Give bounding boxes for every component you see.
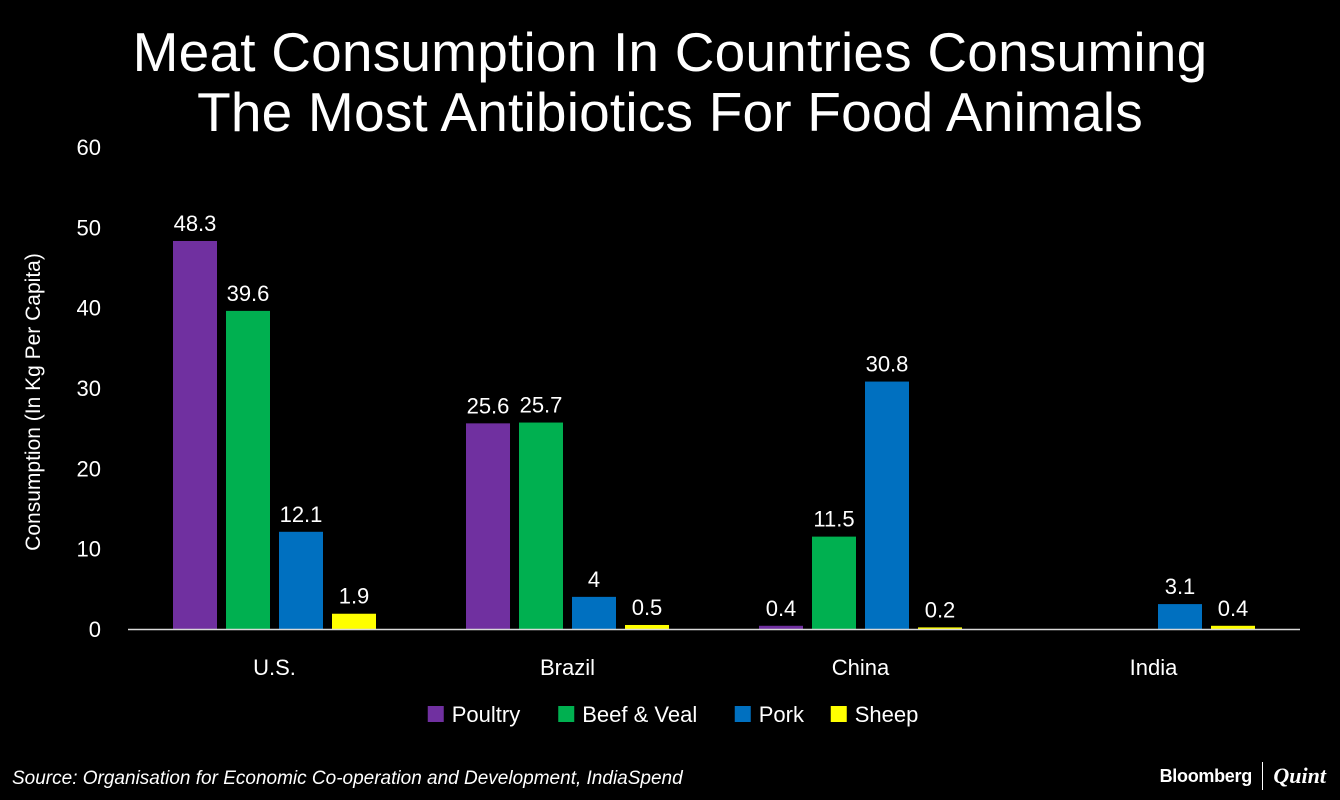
data-label: 1.9	[339, 584, 370, 609]
legend-label: Poultry	[452, 702, 520, 727]
x-tick-label: U.S.	[253, 655, 296, 680]
legend-swatch-sheep	[830, 706, 847, 722]
bar-pork-china	[865, 381, 909, 629]
source-note: Source: Organisation for Economic Co-ope…	[12, 768, 683, 789]
data-label: 0.2	[925, 597, 956, 622]
legend-swatch-beef-veal	[558, 706, 575, 722]
y-tick-label: 40	[77, 296, 101, 321]
bar-pork-india	[1158, 604, 1202, 629]
y-tick-label: 60	[77, 135, 101, 160]
y-tick-label: 20	[77, 456, 101, 481]
bar-beef-veal-china	[812, 536, 856, 629]
chart-title-line-2: The Most Antibiotics For Food Animals	[197, 81, 1143, 143]
bar-sheep-brazil	[625, 624, 669, 629]
data-label: 12.1	[280, 502, 323, 527]
data-label: 0.4	[1218, 596, 1249, 621]
data-label: 11.5	[813, 507, 854, 532]
data-label: 4	[588, 567, 600, 592]
bar-pork-us	[279, 531, 323, 629]
data-label: 48.3	[174, 211, 217, 236]
x-tick-label: India	[1130, 655, 1178, 680]
bar-sheep-china	[918, 627, 962, 629]
bar-chart: 0 10 20 30 40 50 60 Consumption (In Kg Per Capi…	[22, 135, 1300, 727]
quint-logo-text: Quint	[1273, 763, 1326, 788]
bar-beef-veal-brazil	[519, 422, 563, 629]
y-tick-label: 0	[89, 617, 101, 642]
bar-sheep-us	[332, 613, 376, 629]
data-label: 39.6	[227, 281, 270, 306]
bar-beef-veal-us	[226, 310, 270, 629]
bar-poultry-us	[173, 240, 217, 630]
data-label: 0.5	[632, 595, 663, 620]
y-tick-label: 50	[77, 215, 101, 240]
chart-title-line-1: Meat Consumption In Countries Consuming	[132, 21, 1208, 83]
bar-sheep-india	[1211, 625, 1255, 629]
brand-logo: Bloomberg Quint	[1160, 762, 1326, 790]
data-label: 25.7	[520, 393, 563, 418]
bar-poultry-china	[759, 625, 803, 629]
legend-label: Beef & Veal	[582, 702, 697, 727]
chart-title: Meat Consumption In Countries Consuming …	[0, 22, 1340, 142]
x-tick-label: Brazil	[540, 655, 595, 680]
data-label: 30.8	[866, 352, 909, 377]
y-axis-label: Consumption (In Kg Per Capita)	[22, 253, 45, 551]
data-label: 25.6	[467, 393, 510, 418]
legend-label: Sheep	[855, 702, 919, 727]
data-label: 0.4	[766, 596, 797, 621]
y-tick-label: 10	[77, 537, 101, 562]
bar-poultry-brazil	[466, 423, 510, 629]
legend-label: Pork	[759, 702, 805, 727]
bloomberg-logo-text: Bloomberg	[1159, 765, 1253, 786]
y-tick-label: 30	[77, 376, 101, 401]
legend-swatch-pork	[734, 706, 751, 722]
data-label: 3.1	[1165, 574, 1196, 599]
logo-separator	[1261, 762, 1264, 790]
bar-pork-brazil	[572, 596, 616, 629]
legend-swatch-poultry	[427, 706, 444, 722]
x-tick-label: China	[832, 655, 890, 680]
